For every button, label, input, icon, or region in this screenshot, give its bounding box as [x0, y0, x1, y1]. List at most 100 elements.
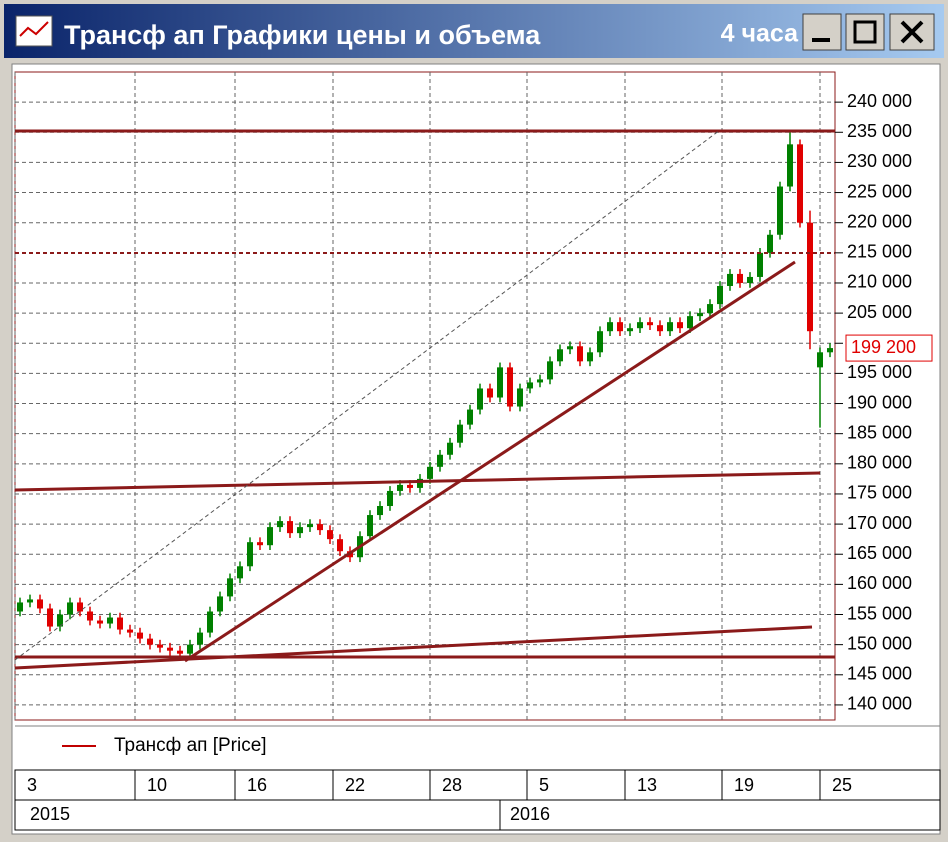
x-tick-label: 13: [637, 775, 657, 795]
candle-body: [597, 331, 603, 353]
drawn-lines: [14, 129, 835, 670]
trend-line: [184, 260, 796, 663]
candle-body: [147, 638, 153, 645]
y-tick-label: 220 000: [847, 211, 912, 231]
candle-body: [447, 442, 453, 455]
y-tick-label: 170 000: [847, 513, 912, 533]
x-tick-label: 19: [734, 775, 754, 795]
y-tick-label: 160 000: [847, 573, 912, 593]
candle-body: [777, 186, 783, 235]
candle-body: [497, 367, 503, 398]
candle-body: [517, 388, 523, 407]
candle-body: [627, 328, 633, 332]
candle-body: [317, 524, 323, 531]
candle-body: [637, 322, 643, 329]
channel-line: [14, 625, 813, 670]
candle-body: [707, 304, 713, 314]
candle-body: [137, 632, 143, 639]
candle-body: [547, 361, 553, 380]
y-tick-label: 175 000: [847, 483, 912, 503]
candle-body: [797, 144, 803, 223]
y-tick-label: 195 000: [847, 362, 912, 382]
y-tick-label: 185 000: [847, 422, 912, 442]
candle-body: [27, 599, 33, 603]
y-tick-label: 210 000: [847, 272, 912, 292]
candle-body: [487, 388, 493, 398]
window-title: Трансф ап Графики цены и объема: [64, 20, 541, 50]
x-tick-label: 16: [247, 775, 267, 795]
candle-body: [47, 608, 53, 627]
x-tick-label: 5: [539, 775, 549, 795]
candle-body: [507, 367, 513, 407]
x-axis-band: [14, 769, 941, 801]
candle-body: [647, 322, 653, 326]
candle-body: [467, 409, 473, 425]
candle-body: [387, 490, 393, 507]
x-tick-label: 25: [832, 775, 852, 795]
candle-body: [57, 614, 63, 627]
candle-body: [697, 313, 703, 317]
x-tick-label: 3: [27, 775, 37, 795]
y-tick-label: 140 000: [847, 694, 912, 714]
candle-body: [427, 466, 433, 479]
maximize-icon: [853, 20, 877, 44]
y-tick-label: 225 000: [847, 181, 912, 201]
candle-body: [257, 542, 263, 546]
candle-body: [667, 322, 673, 332]
candle-body: [117, 617, 123, 630]
candle-body: [617, 322, 623, 332]
candle-body: [77, 602, 83, 612]
candle-body: [107, 617, 113, 624]
y-tick-label: 230 000: [847, 151, 912, 171]
candle-body: [477, 388, 483, 410]
candle-body: [747, 276, 753, 283]
candle-body: [167, 647, 173, 651]
maximize-button[interactable]: [845, 13, 885, 51]
candle-body: [97, 620, 103, 624]
x-tick-label: 22: [345, 775, 365, 795]
candle-body: [397, 484, 403, 491]
y-tick-label: 215 000: [847, 242, 912, 262]
candle-body: [457, 424, 463, 443]
candle-body: [567, 346, 573, 350]
candle-body: [277, 521, 283, 528]
year-label: 2015: [30, 804, 70, 824]
candle-body: [177, 650, 183, 654]
plot-area: [14, 71, 836, 721]
interval-label: 4 часа: [721, 20, 799, 48]
candle-body: [657, 325, 663, 332]
y-tick-label: 190 000: [847, 392, 912, 412]
candle-body: [757, 252, 763, 277]
last-price-label: 199 200: [851, 337, 916, 357]
y-tick-label: 155 000: [847, 603, 912, 623]
candle-body: [827, 348, 833, 353]
candle-body: [537, 379, 543, 383]
channel-line: [14, 471, 821, 492]
minimize-button[interactable]: [802, 13, 842, 51]
y-tick-label: 235 000: [847, 121, 912, 141]
y-tick-label: 240 000: [847, 91, 912, 111]
dashed-trend-line: [14, 129, 721, 661]
candle-body: [337, 539, 343, 552]
candle-body: [817, 352, 823, 368]
title-bar: [4, 4, 944, 58]
legend-label: Трансф ап [Price]: [114, 735, 267, 756]
candle-body: [557, 349, 563, 362]
candle-body: [437, 454, 443, 467]
candle-body: [417, 478, 423, 488]
y-tick-label: 165 000: [847, 543, 912, 563]
x-tick-label: 10: [147, 775, 167, 795]
candles: [17, 132, 833, 659]
close-icon: [900, 20, 924, 44]
candle-body: [67, 602, 73, 615]
candle-body: [717, 285, 723, 305]
candle-body: [737, 273, 743, 283]
candle-body: [217, 596, 223, 612]
candle-body: [17, 602, 23, 612]
year-label: 2016: [510, 804, 550, 824]
candle-body: [87, 611, 93, 621]
candle-body: [287, 521, 293, 534]
candle-body: [767, 234, 773, 253]
candle-body: [587, 352, 593, 362]
